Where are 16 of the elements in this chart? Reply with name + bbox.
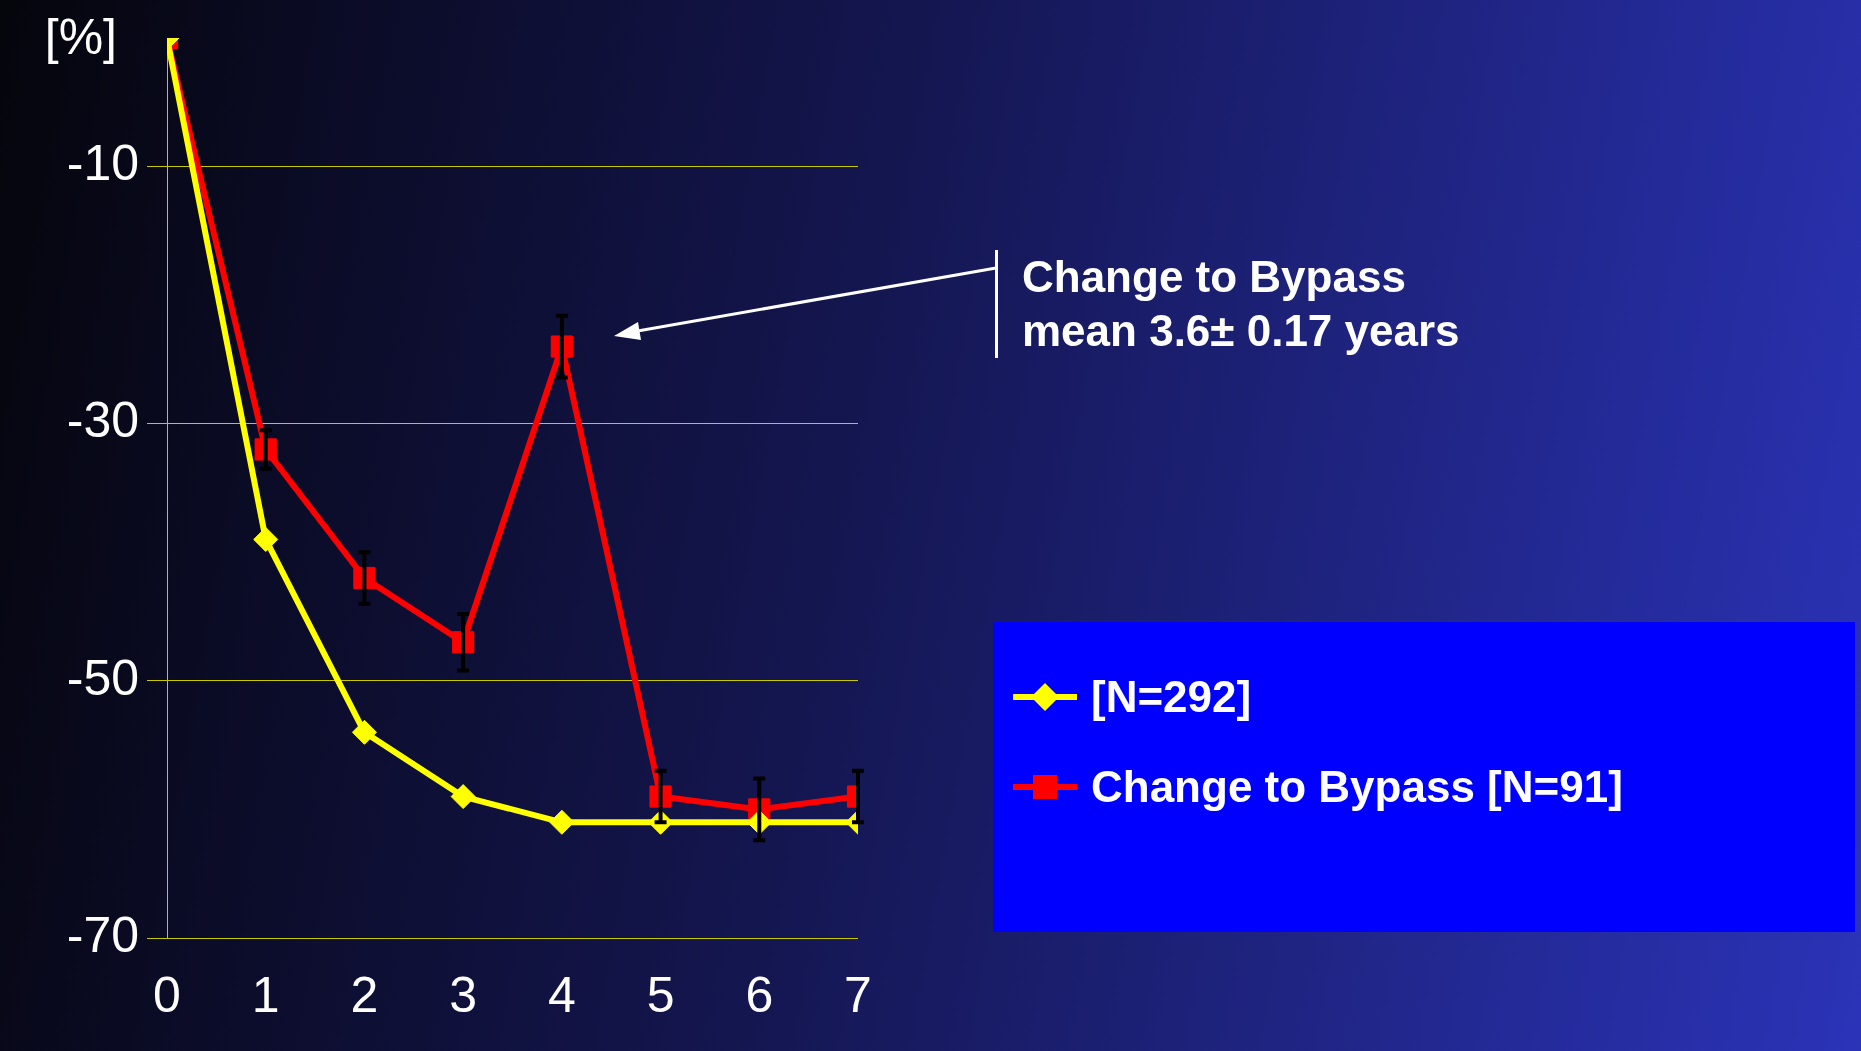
y-axis-title: [%] [44, 8, 117, 65]
legend-label: [N=292] [1091, 672, 1252, 722]
x-tick-label: 2 [350, 966, 379, 1023]
x-tick-label: 4 [547, 966, 576, 1023]
y-tick-label: -50 [66, 649, 139, 706]
x-tick-label: 1 [251, 966, 280, 1023]
x-tick-label: 5 [646, 966, 675, 1023]
y-tick-label: -30 [66, 392, 139, 449]
text: Change to Bypass mean 3.6± 0.17 years [995, 250, 1460, 358]
x-tick-label: 3 [449, 966, 478, 1023]
x-tick-label: 6 [745, 966, 774, 1023]
y-tick-label: -70 [66, 906, 139, 963]
x-tick-label: 7 [844, 966, 872, 1023]
x-tick-label: 0 [153, 966, 181, 1023]
legend-label: Change to Bypass [N=91] [1091, 762, 1623, 812]
y-tick-label: -10 [66, 135, 139, 192]
